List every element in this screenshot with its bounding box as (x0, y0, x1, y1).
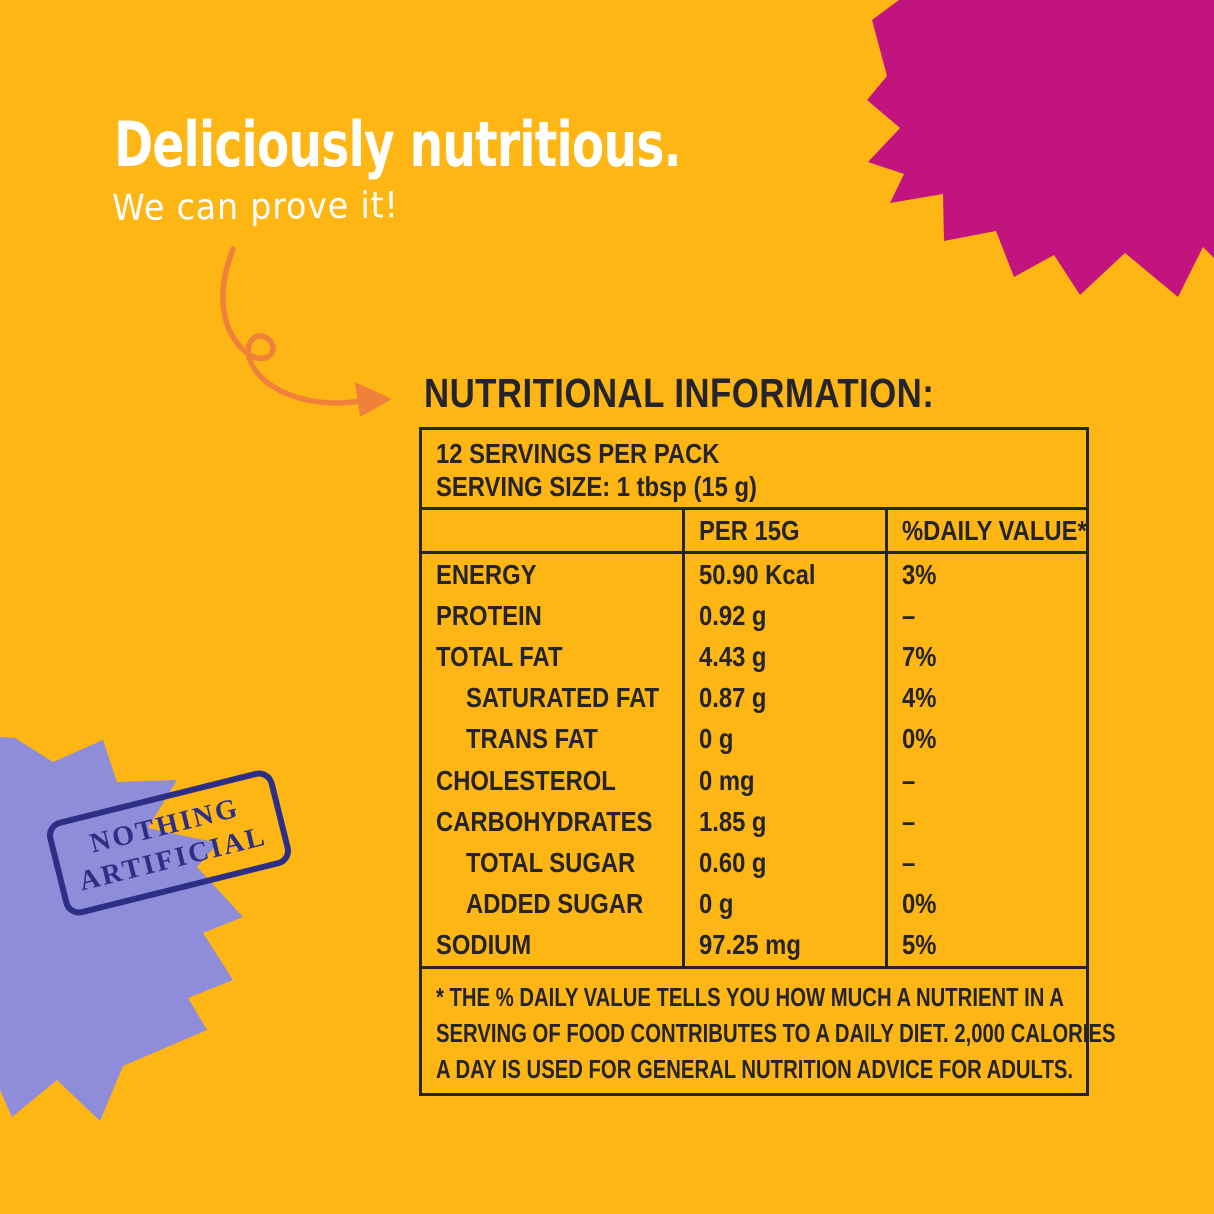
table-row-sodium: SODIUM 97.25 mg 5% (422, 924, 1086, 967)
nutrition-table: 12 SERVINGS PER PACK SERVING SIZE: 1 tbs… (419, 427, 1116, 1096)
nutrient-dv: 3% (902, 558, 937, 590)
nutrient-dv: – (902, 764, 916, 796)
nutrient-label: TOTAL FAT (436, 641, 563, 672)
table-row-total-sugar: TOTAL SUGAR 0.60 g – (422, 842, 1086, 884)
starburst-magenta-icon (867, 0, 1214, 297)
section-title: NUTRITIONAL INFORMATION: (424, 370, 935, 416)
nutrient-amount: 0.87 g (699, 682, 767, 714)
header-blank-cell (422, 510, 682, 551)
nutrient-dv: 7% (902, 641, 937, 672)
nutrient-dv: 4% (902, 682, 937, 714)
arrowhead-icon (355, 382, 392, 417)
serving-size: SERVING SIZE: 1 tbsp (15 g) (436, 471, 757, 502)
nutrient-amount: 97.25 mg (699, 929, 801, 961)
header-dv-cell: %DAILY VALUE* (885, 510, 1087, 551)
nutrient-dv: – (902, 599, 916, 631)
nutrient-dv: – (902, 847, 916, 879)
nutrient-amount: 0.92 g (699, 599, 767, 631)
nutrient-amount: 0 g (699, 888, 734, 920)
table-row-protein: PROTEIN 0.92 g – (422, 595, 1086, 637)
nutrient-label: TRANS FAT (466, 723, 598, 755)
nutrient-dv: 0% (902, 888, 937, 920)
nutrient-amount: 0 mg (699, 764, 755, 796)
nutrient-amount: 1.85 g (699, 805, 767, 837)
nutrient-amount: 50.90 Kcal (699, 558, 816, 590)
table-row-total-fat: TOTAL FAT 4.43 g 7% (422, 636, 1086, 678)
servings-per-pack: 12 SERVINGS PER PACK (436, 438, 720, 469)
nutrient-amount: 0 g (699, 723, 734, 755)
nutrient-label: ADDED SUGAR (466, 888, 644, 920)
nutrient-label: SODIUM (436, 929, 532, 961)
nutrient-amount: 4.43 g (699, 641, 767, 672)
nutrient-dv: 5% (902, 929, 937, 961)
table-row-energy: ENERGY 50.90 Kcal 3% (422, 554, 1086, 596)
footnote-line-3: A DAY IS USED FOR GENERAL NUTRITION ADVI… (436, 1054, 1073, 1084)
table-header-row: PER 15G %DAILY VALUE* (422, 510, 1087, 554)
nutrient-label: SATURATED FAT (466, 682, 660, 714)
footnote-line-1: * THE % DAILY VALUE TELLS YOU HOW MUCH A… (436, 982, 1064, 1012)
nutrient-label: ENERGY (436, 558, 537, 590)
header-per-cell: PER 15G (682, 510, 885, 551)
nutrient-label: CARBOHYDRATES (436, 805, 653, 837)
page-title: Deliciously nutritious. (114, 108, 682, 181)
nutrient-dv: 0% (902, 723, 937, 755)
serving-info: 12 SERVINGS PER PACK SERVING SIZE: 1 tbs… (422, 430, 1086, 510)
table-row-carbohydrates: CARBOHYDRATES 1.85 g – (422, 801, 1086, 843)
page-subtitle: We can prove it! (112, 185, 399, 229)
table-body: ENERGY 50.90 Kcal 3% PROTEIN 0.92 g – TO… (422, 554, 1086, 967)
table-row-cholesterol: CHOLESTEROL 0 mg – (422, 760, 1086, 802)
nutrient-label: CHOLESTEROL (436, 764, 616, 796)
nutrient-label: TOTAL SUGAR (466, 847, 636, 879)
nutrient-label: PROTEIN (436, 599, 542, 631)
table-row-trans-fat: TRANS FAT 0 g 0% (422, 718, 1086, 761)
table-row-saturated-fat: SATURATED FAT 0.87 g 4% (422, 677, 1086, 719)
daily-value-footnote: * THE % DAILY VALUE TELLS YOU HOW MUCH A… (422, 966, 1116, 1093)
curved-arrow-icon (220, 246, 363, 406)
table-row-added-sugar: ADDED SUGAR 0 g 0% (422, 883, 1086, 925)
footnote-line-2: SERVING OF FOOD CONTRIBUTES TO A DAILY D… (436, 1018, 1116, 1048)
nutrient-dv: – (902, 805, 916, 837)
nothing-artificial-stamp: NOTHING ARTIFICIAL (43, 767, 295, 919)
nutrient-amount: 0.60 g (699, 847, 767, 879)
